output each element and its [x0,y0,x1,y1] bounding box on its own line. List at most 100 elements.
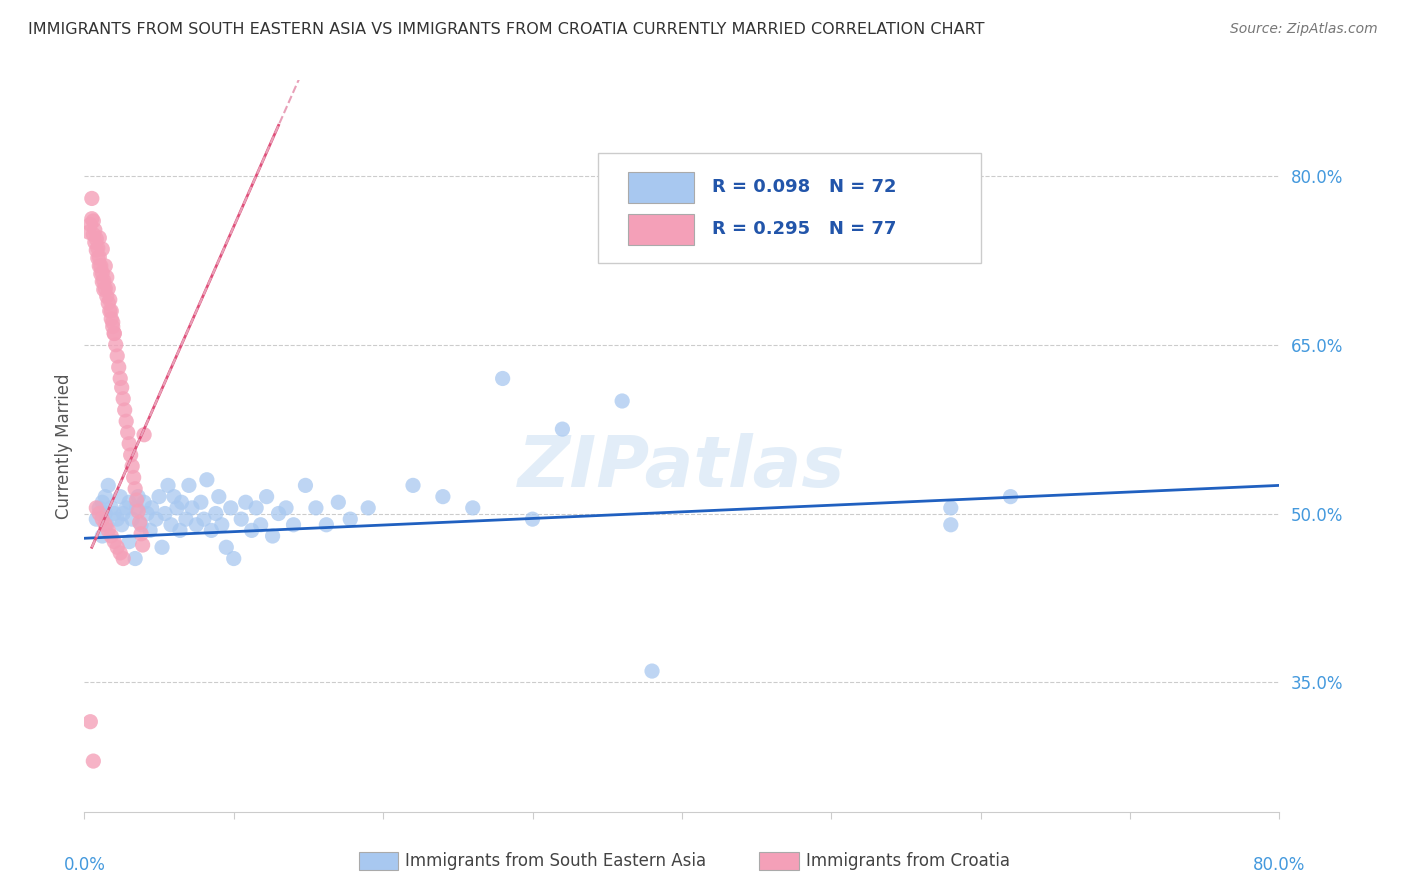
Point [169,524,191,538]
Point [86,500,108,515]
Text: Immigrants from Croatia: Immigrants from Croatia [806,852,1010,870]
Point [208,490,231,504]
Point [110,490,132,504]
Point [641,664,664,678]
Point [118,534,141,549]
Point [97,524,120,538]
Point [150,541,173,555]
Point [96,270,118,285]
Point [249,517,271,532]
Point [124,551,146,566]
Point [103,326,125,341]
Point [612,394,634,409]
Point [115,414,138,428]
Point [274,500,297,515]
Y-axis label: Currently Married: Currently Married [55,373,73,519]
Point [219,500,242,515]
Point [118,495,141,509]
Point [110,371,132,385]
Point [86,232,108,246]
Point [100,311,122,326]
Point [103,326,125,341]
Point [94,490,117,504]
Point [305,500,328,515]
Point [87,251,110,265]
Point [94,281,117,295]
Point [131,538,153,552]
Point [97,296,120,310]
Point [111,517,134,532]
Point [132,427,156,442]
Text: Source: ZipAtlas.com: Source: ZipAtlas.com [1230,22,1378,37]
Text: Immigrants from South Eastern Asia: Immigrants from South Eastern Asia [405,852,706,870]
Point [91,529,114,543]
Point [89,507,111,521]
Point [124,482,146,496]
Point [127,490,149,504]
Point [205,507,228,521]
Point [357,500,380,515]
Point [83,235,105,250]
Point [262,529,284,543]
Point [120,448,142,462]
Point [111,380,134,394]
Point [112,392,135,406]
Text: R = 0.098   N = 72: R = 0.098 N = 72 [711,178,896,196]
FancyBboxPatch shape [628,214,695,244]
Point [432,490,454,504]
Point [170,495,193,509]
Point [166,500,188,515]
Text: ZIPatlas: ZIPatlas [519,434,845,502]
Point [127,504,149,518]
Point [551,422,574,436]
Point [256,490,278,504]
Point [103,507,125,521]
Point [193,512,215,526]
Point [148,490,170,504]
Point [97,478,120,492]
Point [94,259,117,273]
Point [492,371,515,385]
Point [211,517,233,532]
Point [145,512,167,526]
Point [77,225,100,239]
Point [79,217,101,231]
Point [195,473,218,487]
Point [125,500,148,515]
Point [93,274,115,288]
Point [101,315,124,329]
Point [80,191,103,205]
Point [215,541,238,555]
Point [91,275,114,289]
Point [91,495,114,509]
Point [118,436,141,450]
Point [139,524,162,538]
Point [100,500,122,515]
Text: 80.0%: 80.0% [1253,855,1306,873]
Point [267,507,290,521]
Point [174,512,197,526]
FancyBboxPatch shape [599,153,981,263]
Point [157,478,180,492]
Point [82,754,104,768]
Point [112,507,135,521]
Point [94,507,117,521]
Point [90,267,112,281]
Point [105,541,128,555]
Point [96,517,118,532]
Point [1000,490,1022,504]
Point [86,512,108,526]
Point [315,517,337,532]
Point [90,259,112,273]
Point [132,495,156,509]
Point [100,304,122,318]
Point [121,512,143,526]
Point [89,231,111,245]
Point [93,283,115,297]
Point [94,517,117,532]
Point [98,304,121,318]
Point [136,507,159,521]
Point [939,517,962,532]
Point [245,500,267,515]
Point [101,319,124,334]
